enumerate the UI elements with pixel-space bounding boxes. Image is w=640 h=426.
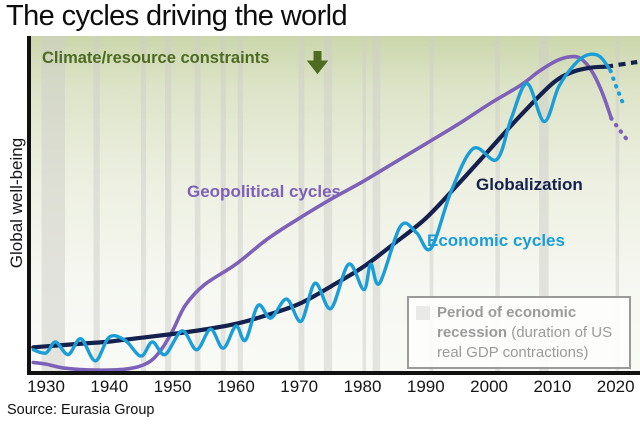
curve-globalization bbox=[31, 64, 609, 350]
curve-economic-cycles bbox=[31, 52, 613, 363]
recession-band bbox=[429, 36, 434, 371]
x-axis-ticks: 1930 1940 1950 1960 1970 1980 1990 2000 2010 2020 bbox=[0, 377, 640, 397]
recession-band bbox=[220, 36, 226, 371]
recession-band bbox=[323, 36, 333, 371]
series-label-globalization: Globalization bbox=[476, 175, 583, 194]
recession-band bbox=[539, 36, 549, 371]
recession-legend-text: Period of economic recession (duration o… bbox=[437, 304, 613, 361]
recession-band bbox=[615, 36, 620, 371]
x-axis-tick: 1970 bbox=[280, 377, 319, 396]
x-axis-tick: 2000 bbox=[470, 377, 508, 396]
x-axis-tick: 2010 bbox=[533, 377, 572, 396]
y-axis-label: Global well-being bbox=[7, 137, 26, 269]
x-axis-line bbox=[27, 371, 640, 375]
curve-geopolitical-cycles bbox=[31, 54, 614, 371]
x-axis-tick: 2020 bbox=[596, 377, 635, 396]
plot-area: Climate/resource constraints Geopolitica… bbox=[31, 36, 640, 371]
recession-band bbox=[194, 36, 201, 371]
recession-band bbox=[362, 36, 366, 371]
x-axis-tick: 1960 bbox=[216, 377, 255, 396]
down-arrow-icon bbox=[307, 51, 328, 74]
projection-globalization bbox=[605, 59, 638, 69]
recession-band bbox=[495, 36, 500, 371]
y-axis-line bbox=[27, 36, 31, 375]
climate-constraints-label: Climate/resource constraints bbox=[42, 49, 270, 67]
recession-band bbox=[140, 36, 147, 371]
x-axis-tick: 1980 bbox=[343, 377, 382, 396]
x-axis-tick: 1950 bbox=[153, 377, 192, 396]
recession-band bbox=[298, 36, 305, 371]
chart-canvas bbox=[31, 36, 638, 371]
recession-band bbox=[93, 36, 100, 371]
recession-band bbox=[237, 36, 243, 371]
x-axis-tick: 1990 bbox=[406, 377, 445, 396]
source-note: Source: Eurasia Group bbox=[7, 402, 155, 418]
projection-economic-cycles bbox=[608, 68, 626, 108]
recession-legend-swatch bbox=[416, 306, 430, 320]
recession-band bbox=[41, 36, 65, 371]
recession-band bbox=[165, 36, 172, 371]
recession-band bbox=[372, 36, 381, 371]
x-axis-tick: 1940 bbox=[90, 377, 129, 396]
recession-legend: Period of economic recession (duration o… bbox=[407, 296, 631, 369]
chart-title: The cycles driving the world bbox=[6, 0, 348, 32]
series-label-economic: Economic cycles bbox=[427, 231, 565, 250]
x-axis-tick: 1930 bbox=[27, 377, 65, 396]
series-label-geopolitical: Geopolitical cycles bbox=[187, 182, 342, 201]
